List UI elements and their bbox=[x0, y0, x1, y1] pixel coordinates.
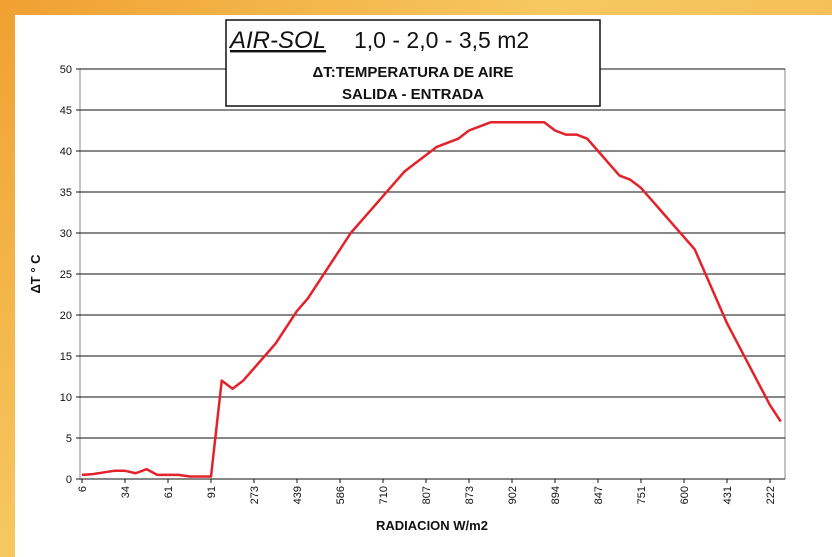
y-tick-label: 25 bbox=[60, 269, 72, 281]
x-axis-label: RADIACION W/m2 bbox=[376, 518, 488, 533]
x-tick-label: 431 bbox=[722, 486, 734, 504]
x-tick-label: 847 bbox=[593, 486, 605, 504]
data-line bbox=[81, 121, 782, 478]
x-tick-label: 6 bbox=[77, 486, 89, 492]
x-tick-label: 600 bbox=[679, 486, 691, 504]
y-tick-label: 15 bbox=[60, 351, 72, 363]
y-tick-label: 5 bbox=[66, 433, 72, 445]
x-tick-label: 807 bbox=[421, 486, 433, 504]
y-tick-label: 50 bbox=[60, 64, 72, 76]
x-tick-label: 222 bbox=[765, 486, 777, 504]
y-tick-label: 35 bbox=[60, 187, 72, 199]
x-tick-label: 34 bbox=[120, 486, 132, 498]
x-tick-label: 902 bbox=[507, 486, 519, 504]
y-tick-label: 10 bbox=[60, 392, 72, 404]
y-axis-label: ΔT ° C bbox=[28, 254, 43, 294]
y-tick-label: 20 bbox=[60, 310, 72, 322]
subtitle: ΔT:TEMPERATURA DE AIRE bbox=[312, 64, 513, 81]
y-tick-label: 30 bbox=[60, 228, 72, 240]
x-tick-label: 61 bbox=[163, 486, 175, 498]
chart-title: AIR-SOL bbox=[228, 27, 326, 54]
x-tick-label: 439 bbox=[292, 486, 304, 504]
x-tick-label: 273 bbox=[249, 486, 261, 504]
x-tick-label: 894 bbox=[550, 486, 562, 504]
x-tick-label: 586 bbox=[335, 486, 347, 504]
y-tick-label: 40 bbox=[60, 146, 72, 158]
title-box bbox=[225, 19, 601, 107]
x-tick-label: 91 bbox=[206, 486, 218, 498]
x-tick-label: 751 bbox=[636, 486, 648, 504]
y-tick-label: 0 bbox=[66, 474, 72, 486]
chart-title-suffix: 1,0 - 2,0 - 3,5 m2 bbox=[354, 27, 529, 53]
y-tick-label: 45 bbox=[60, 105, 72, 117]
x-tick-label: 873 bbox=[464, 486, 476, 504]
x-tick-label: 710 bbox=[378, 486, 390, 504]
subtitle: SALIDA - ENTRADA bbox=[342, 86, 484, 103]
